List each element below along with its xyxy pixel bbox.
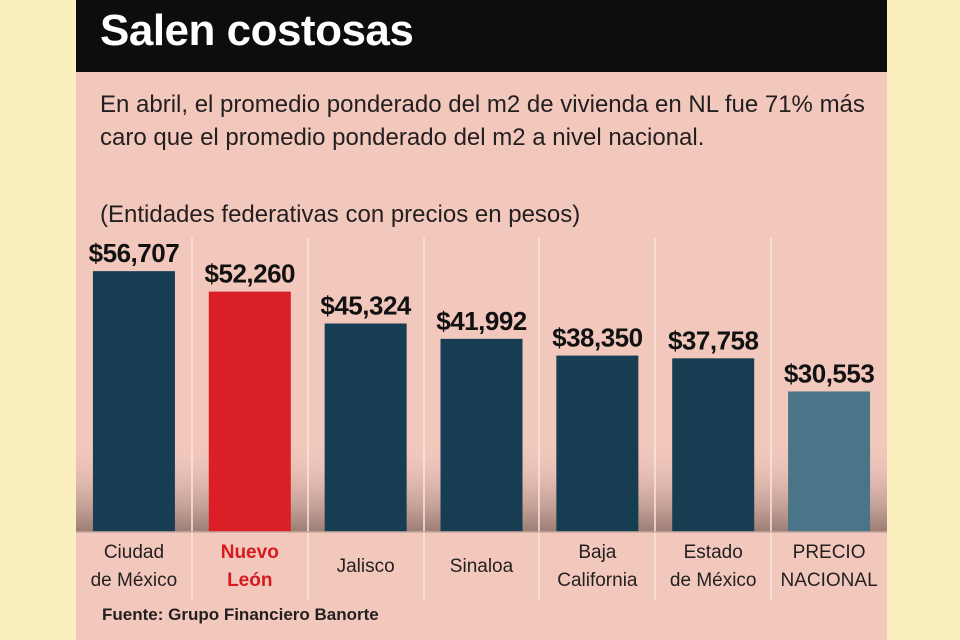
chart-title: Salen costosas [100, 6, 414, 55]
bar [672, 358, 755, 532]
category-label-group: Ciudad de México Nuevo León Jalisco Sinaloa Ba… [91, 542, 878, 591]
data-label: $30,553 [784, 358, 875, 388]
chart-note: (Entidades federativas con precios en pe… [100, 201, 581, 228]
category-label: Baja California [557, 542, 638, 591]
bar [440, 338, 523, 532]
category-label: Ciudad de México [91, 542, 178, 591]
data-label: $38,350 [552, 323, 643, 353]
column-separators [191, 238, 772, 600]
category-label: Jalisco [337, 556, 395, 577]
category-label: Estado de México [670, 542, 757, 591]
value-label-group: $56,707 $52,260 $45,324 $41,992 $38,350 $37,7… [89, 238, 875, 388]
title-bar: Salen costosas [76, 0, 887, 72]
bar-chart: $56,707 $52,260 $45,324 $41,992 $38,350 $37,7… [76, 238, 887, 600]
infographic-panel: Salen costosas En abril, el promedio pon… [76, 0, 887, 640]
bar [208, 291, 291, 532]
data-label: $52,260 [205, 259, 296, 289]
data-label: $45,324 [320, 291, 412, 321]
bar [788, 391, 871, 532]
data-label: $56,707 [89, 238, 180, 268]
data-label: $41,992 [436, 306, 527, 336]
bar [556, 355, 639, 532]
bar-group [92, 271, 871, 532]
category-label: PRECIO NACIONAL [781, 542, 878, 591]
chart-subtitle: En abril, el promedio ponderado del m2 d… [100, 91, 865, 151]
bar [92, 271, 175, 532]
bar [324, 323, 407, 532]
data-label: $37,758 [668, 325, 759, 355]
category-label: Sinaloa [450, 556, 514, 577]
category-label: Nuevo León [221, 542, 279, 591]
source-note: Fuente: Grupo Financiero Banorte [102, 605, 379, 624]
